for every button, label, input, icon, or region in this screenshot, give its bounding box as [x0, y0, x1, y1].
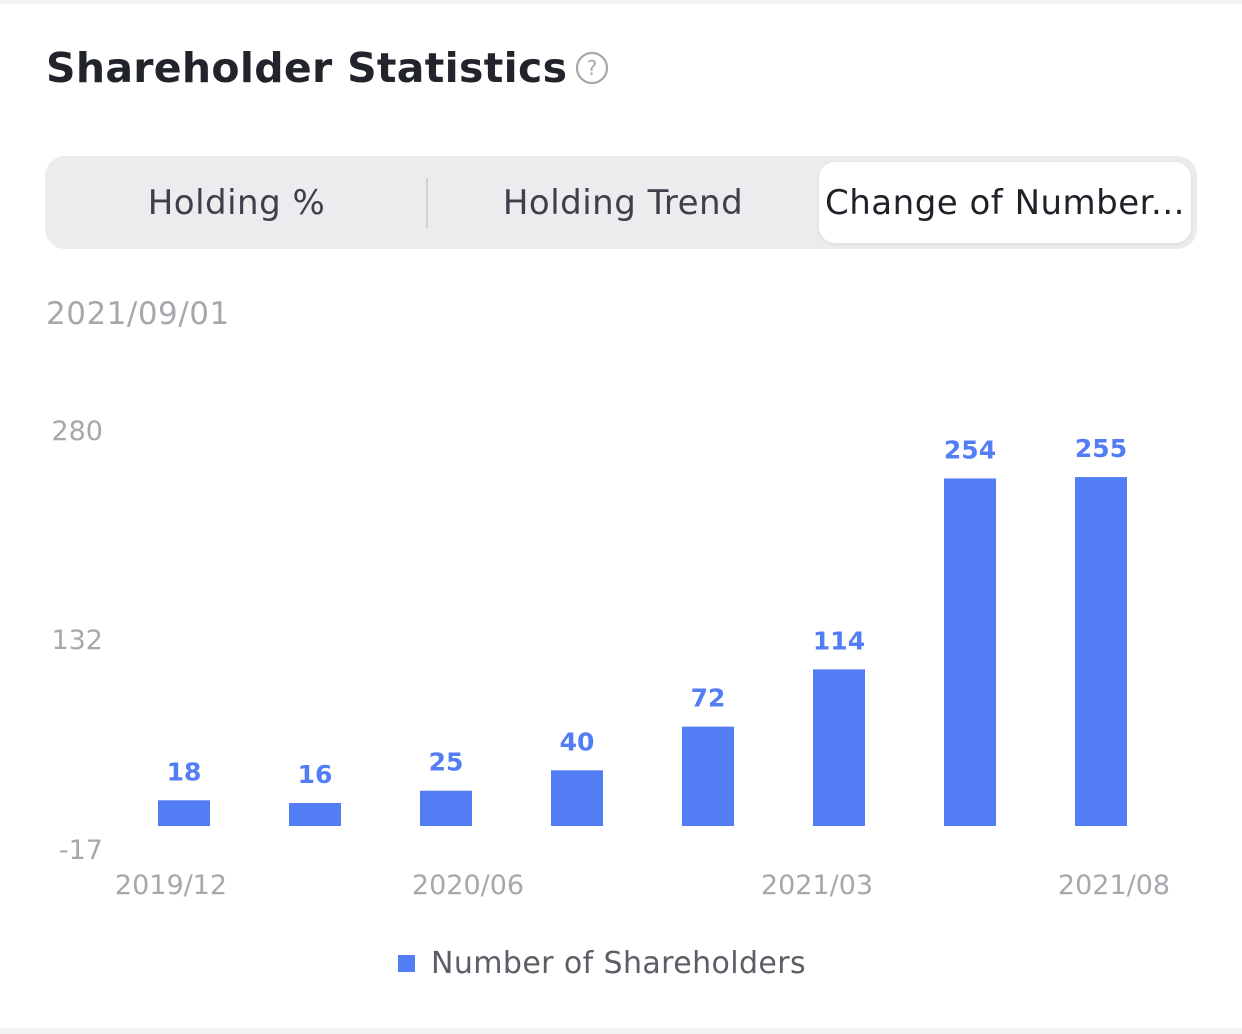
bars-group: [158, 477, 1127, 826]
y-tick-label: 132: [51, 625, 103, 656]
question-circle-icon[interactable]: ?: [575, 51, 609, 85]
bar-value-label: 25: [429, 748, 464, 777]
x-tick-label: 2019/12: [115, 870, 227, 901]
legend-swatch: [398, 954, 415, 972]
data-labels-group: 18 16 25 40 72 114 254 255: [167, 434, 1127, 789]
x-tick-label: 2021/08: [1058, 870, 1170, 901]
y-tick-label: 280: [51, 416, 103, 447]
y-tick-label: -17: [59, 835, 103, 866]
x-tick-label: 2021/03: [761, 870, 873, 901]
bar[interactable]: [944, 478, 996, 826]
tab-holding-percent[interactable]: Holding %: [147, 182, 326, 223]
bar-value-label: 18: [167, 757, 202, 786]
bar-value-label: 40: [560, 727, 595, 756]
bar[interactable]: [158, 800, 210, 826]
title-row: Shareholder Statistics ?: [46, 40, 609, 96]
page-title: Shareholder Statistics: [46, 44, 568, 92]
tab-change-of-number[interactable]: Change of Number...: [819, 162, 1191, 243]
bar[interactable]: [289, 803, 341, 826]
bar[interactable]: [420, 790, 472, 826]
bar-value-label: 114: [813, 626, 865, 655]
tab-holding-trend[interactable]: Holding Trend: [502, 182, 744, 223]
legend-label: Number of Shareholders: [431, 945, 807, 981]
chart-legend[interactable]: Number of Shareholders: [398, 940, 806, 986]
bar-value-label: 72: [691, 684, 726, 713]
date-label: 2021/09/01: [46, 296, 230, 332]
bar-value-label: 255: [1075, 434, 1127, 463]
bar[interactable]: [813, 669, 865, 826]
x-tick-label: 2020/06: [412, 870, 524, 901]
bar[interactable]: [682, 726, 734, 826]
y-axis: 280 132 -17: [51, 416, 103, 866]
tab-bar: Holding % Holding Trend Change of Number…: [45, 156, 1197, 249]
svg-text:?: ?: [587, 56, 598, 80]
tab-divider: [426, 178, 428, 228]
bar[interactable]: [1075, 477, 1127, 826]
bar[interactable]: [551, 770, 603, 826]
x-axis: 2019/12 2020/06 2021/03 2021/08: [115, 870, 1170, 901]
bar-value-label: 254: [944, 435, 996, 464]
bar-value-label: 16: [298, 760, 333, 789]
